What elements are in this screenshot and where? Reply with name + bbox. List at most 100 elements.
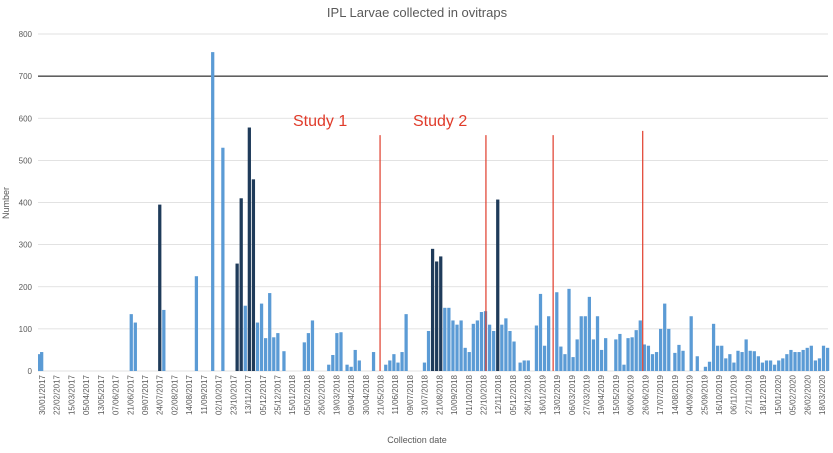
bar: [595, 316, 600, 371]
bar: [349, 366, 353, 371]
bar: [463, 347, 467, 371]
bar: [221, 147, 225, 371]
bar: [677, 344, 681, 371]
bar: [404, 314, 408, 371]
y-tick-labels: 0 100 200 300 400 500 600 700 800: [19, 30, 33, 376]
bar: [720, 345, 724, 371]
x-tick-label: 15/03/2017: [67, 374, 76, 415]
x-tick-label: 14/08/2017: [185, 374, 194, 415]
bar: [614, 339, 618, 371]
bar: [752, 351, 756, 371]
x-tick-label: 11/06/2018: [391, 374, 400, 414]
bar: [345, 364, 349, 371]
bar: [467, 352, 471, 371]
bar: [247, 127, 251, 371]
x-tick-label: 14/08/2019: [671, 374, 680, 415]
bar: [707, 361, 712, 371]
bar: [371, 352, 376, 371]
x-tick-label: 27/03/2019: [583, 374, 592, 415]
x-tick-label: 30/01/2017: [38, 374, 47, 415]
x-tick-label: 21/06/2017: [126, 374, 135, 415]
x-tick-label: 19/04/2019: [597, 374, 606, 415]
bar: [235, 263, 239, 371]
bar: [789, 349, 793, 371]
x-tick-label: 27/11/2019: [744, 374, 753, 414]
bar: [471, 323, 475, 371]
y-tick-label: 0: [28, 367, 33, 376]
annotation-study-1: Study 1: [293, 113, 347, 130]
bar: [781, 358, 785, 371]
bar: [813, 360, 818, 371]
bar: [587, 296, 591, 371]
bar: [695, 356, 699, 371]
bar: [793, 352, 797, 371]
x-tick-label: 09/04/2018: [347, 374, 356, 415]
bar: [504, 318, 508, 371]
bar: [667, 328, 671, 371]
x-tick-label: 17/07/2019: [656, 374, 665, 415]
bar: [400, 352, 404, 371]
bar: [817, 358, 822, 371]
x-tick-label: 04/09/2019: [686, 374, 695, 415]
x-tick-label: 06/06/2019: [627, 374, 636, 415]
bar: [563, 354, 567, 371]
grid-layer: [38, 33, 828, 372]
bar: [659, 328, 663, 371]
bar: [40, 352, 44, 371]
bar: [162, 309, 166, 371]
bar: [663, 303, 667, 371]
x-tick-label: 06/03/2019: [568, 374, 577, 415]
bar: [194, 276, 199, 371]
bar: [821, 345, 826, 371]
x-tick-label: 25/12/2017: [273, 374, 282, 415]
bar: [335, 333, 339, 371]
x-tick-label: 24/07/2017: [156, 374, 165, 415]
x-tick-label: 05/02/2018: [303, 374, 312, 415]
bar: [268, 293, 272, 371]
bar: [475, 320, 480, 371]
bar: [732, 362, 736, 371]
bar: [634, 330, 638, 371]
y-tick-label: 400: [19, 199, 33, 208]
bar: [599, 349, 604, 371]
bar: [604, 338, 608, 371]
bar: [626, 338, 630, 371]
x-tick-label: 13/11/2017: [244, 374, 253, 414]
x-tick-label: 22/10/2018: [480, 374, 489, 415]
bar: [711, 323, 716, 371]
bar: [801, 349, 805, 371]
y-tick-label: 200: [19, 283, 33, 292]
bar: [703, 366, 708, 371]
bar: [764, 360, 769, 371]
bar: [724, 358, 728, 371]
y-tick-label: 100: [19, 325, 33, 334]
bar: [451, 320, 455, 371]
bar: [638, 320, 642, 371]
x-axis-title: Collection date: [387, 435, 447, 445]
bar: [797, 352, 801, 371]
bar: [282, 351, 286, 371]
bar: [646, 345, 651, 371]
x-tick-label: 07/06/2017: [112, 374, 121, 415]
x-tick-label: 26/02/2018: [318, 374, 327, 415]
y-tick-label: 500: [19, 156, 33, 165]
y-axis-title: Number: [1, 187, 11, 219]
bar: [264, 338, 268, 371]
bar: [255, 322, 260, 371]
bar: [133, 322, 137, 371]
bar-layer: [38, 52, 830, 372]
y-tick-label: 700: [19, 72, 33, 81]
x-tick-label: 05/02/2020: [789, 374, 798, 415]
bar: [310, 320, 315, 371]
bar: [459, 320, 463, 371]
bar: [243, 305, 247, 371]
bar: [728, 354, 732, 371]
x-tick-label: 12/11/2018: [494, 374, 503, 414]
bar: [526, 360, 530, 371]
x-tick-label: 26/06/2019: [641, 374, 650, 415]
bar: [306, 333, 311, 371]
x-tick-labels: 30/01/2017 22/02/2017 15/03/2017 05/04/2017…: [38, 374, 827, 415]
bar: [748, 350, 752, 371]
bar: [579, 316, 583, 371]
bar: [392, 354, 396, 371]
